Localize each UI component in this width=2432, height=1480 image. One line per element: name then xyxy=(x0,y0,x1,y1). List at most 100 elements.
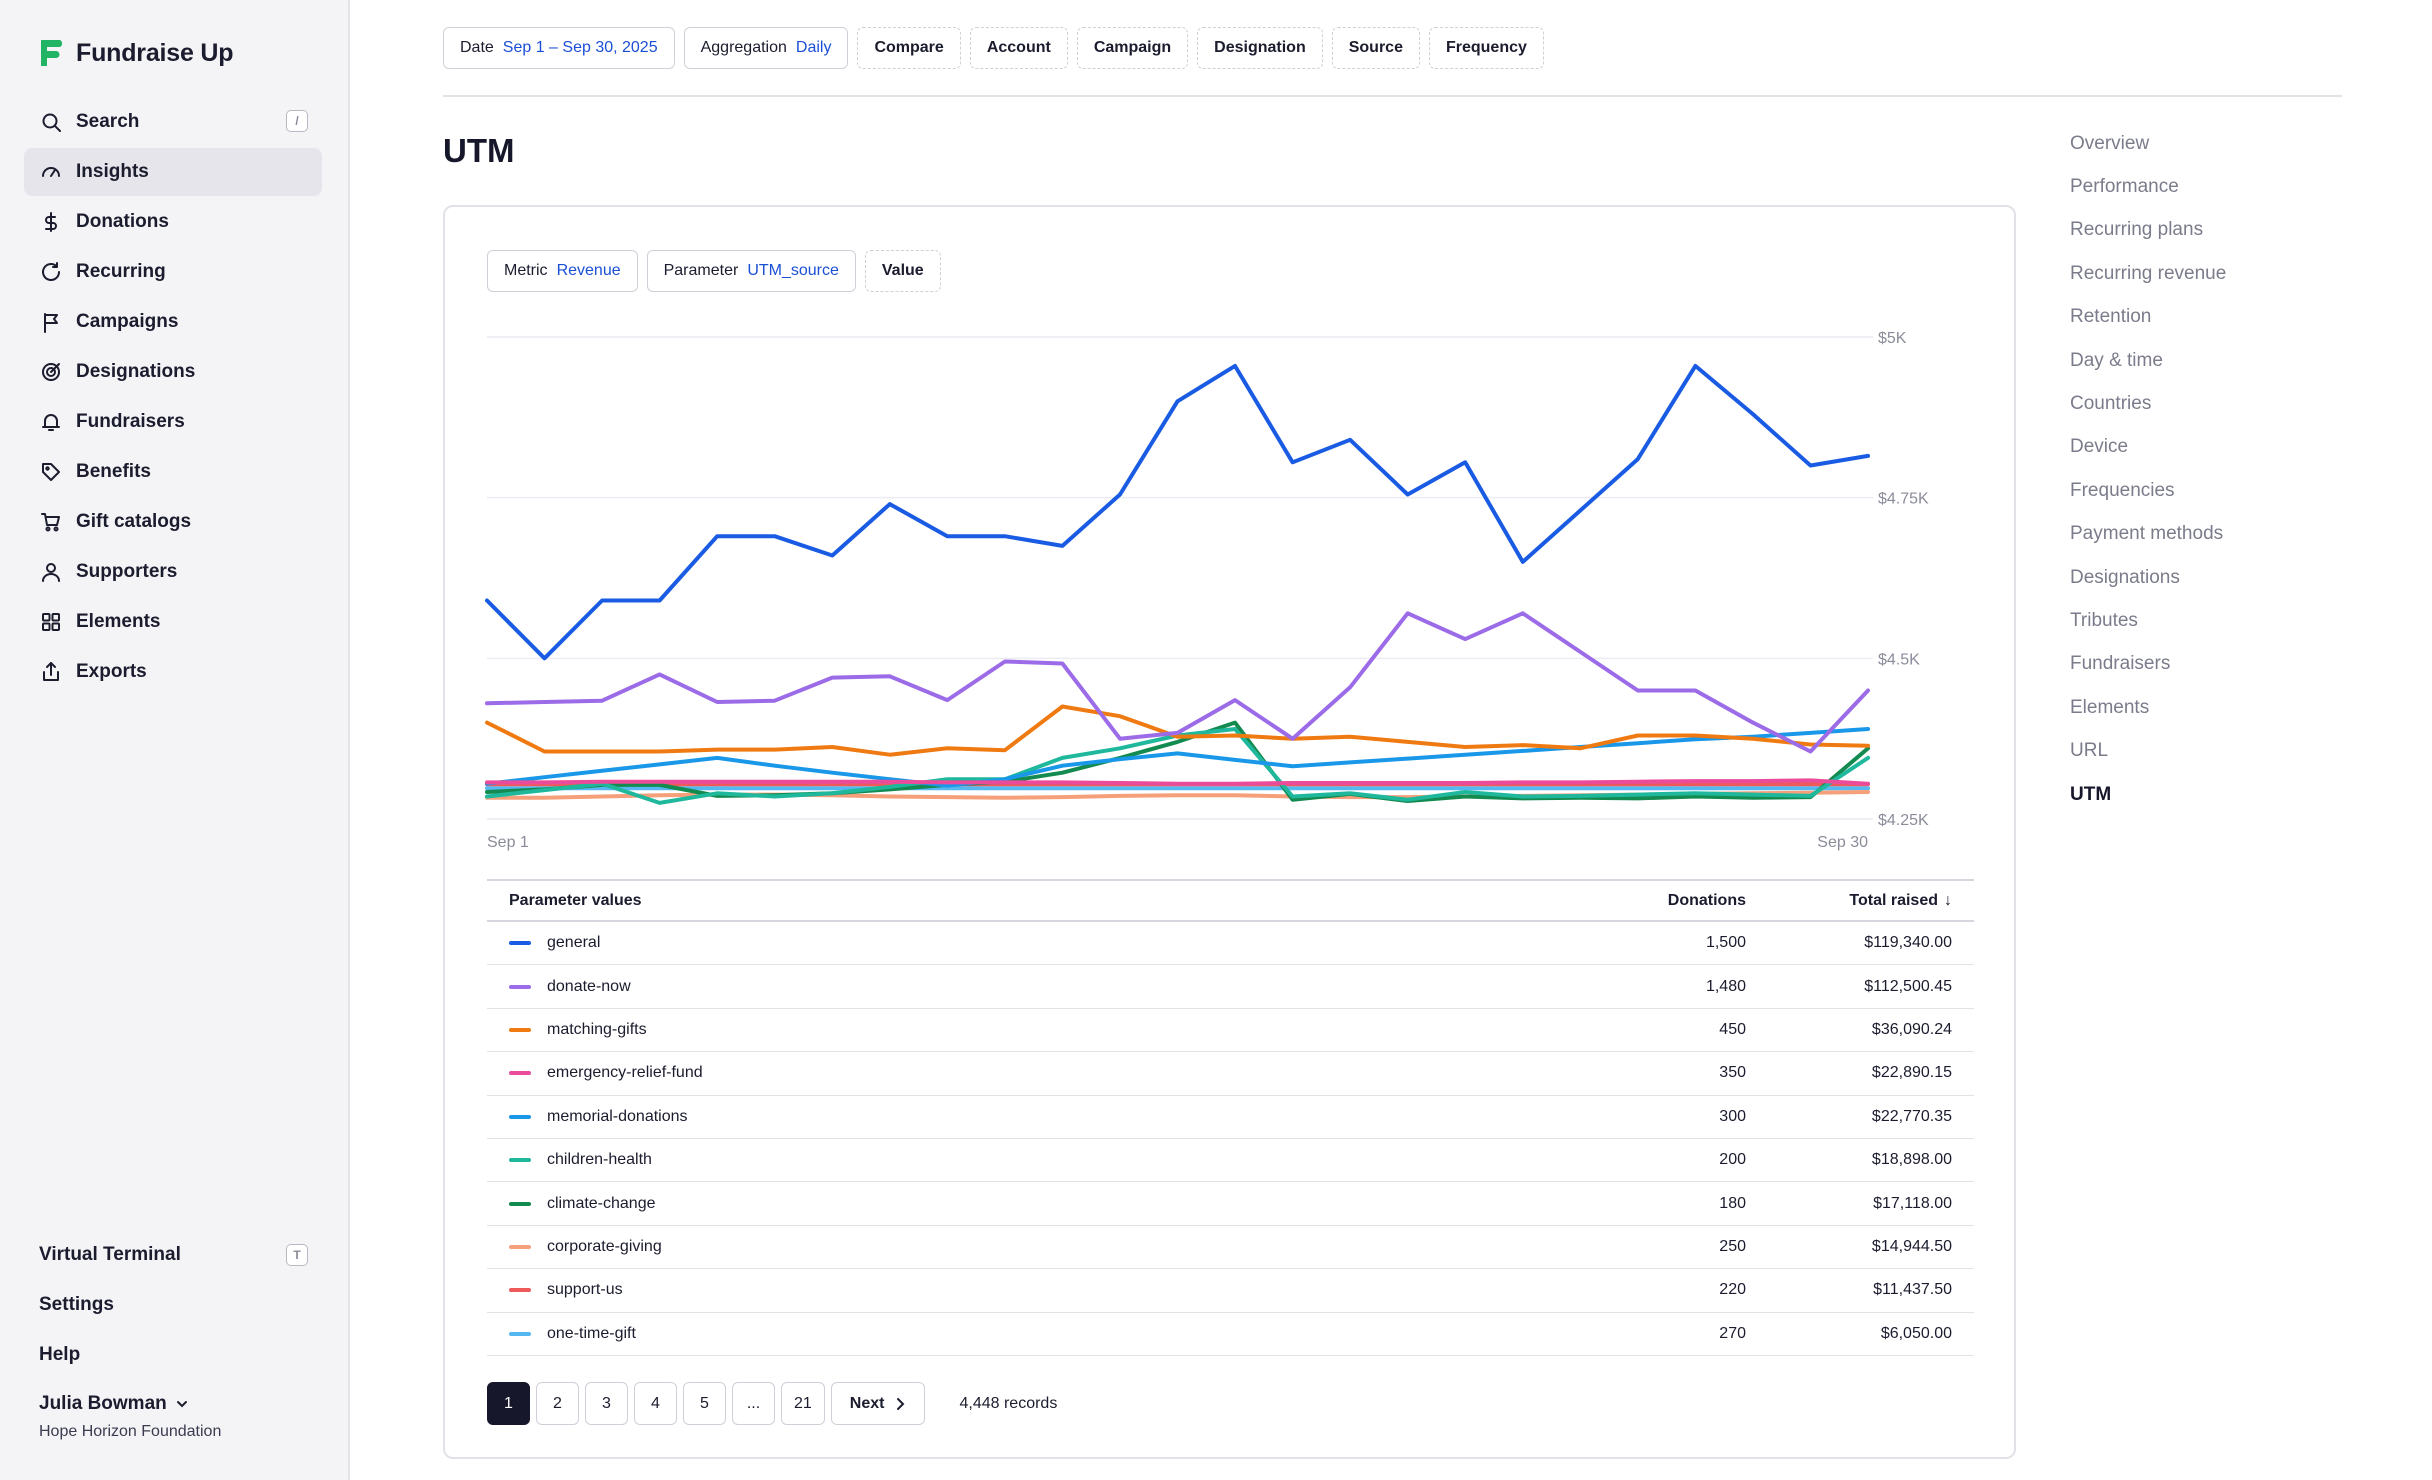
series-line-matching-gifts[interactable] xyxy=(485,704,1870,757)
page-button[interactable]: 5 xyxy=(683,1382,726,1425)
page-button[interactable]: 1 xyxy=(487,1382,530,1425)
sidebar-item-label: Benefits xyxy=(76,461,151,482)
cell-donations: 1,500 xyxy=(1705,934,1746,952)
date-filter[interactable]: Date Sep 1 – Sep 30, 2025 xyxy=(443,27,675,69)
parameter-value: corporate-giving xyxy=(547,1237,662,1255)
table-row[interactable]: general 1,500 $119,340.00 xyxy=(487,922,1974,966)
sidebar-item-benefits[interactable]: Benefits xyxy=(24,448,322,496)
sidebar-item-designations[interactable]: Designations xyxy=(24,348,322,396)
toc-link-frequencies[interactable]: Frequencies xyxy=(2070,479,2175,501)
sidebar-item-virtual-terminal[interactable]: Virtual Terminal T xyxy=(24,1230,322,1280)
table-row[interactable]: memorial-donations 300 $22,770.35 xyxy=(487,1096,1974,1139)
toc-link-performance[interactable]: Performance xyxy=(2070,176,2179,198)
series-line-general[interactable] xyxy=(485,363,1870,661)
parameter-value: children-health xyxy=(547,1151,652,1169)
toc-link-payment-methods[interactable]: Payment methods xyxy=(2070,523,2224,545)
search-icon xyxy=(40,111,62,133)
filter-value: Daily xyxy=(795,39,832,56)
cell-total-raised: $22,770.35 xyxy=(1871,1107,1952,1125)
brand-logo[interactable]: Fundraise Up xyxy=(38,36,234,70)
toc-link-tributes[interactable]: Tributes xyxy=(2070,609,2138,631)
toc-link-utm[interactable]: UTM xyxy=(2070,783,2112,805)
column-header-label: Total raised xyxy=(1849,891,1938,909)
parameter-value: matching-gifts xyxy=(547,1020,647,1038)
cell-total-raised: $119,340.00 xyxy=(1864,934,1952,952)
series-color-swatch xyxy=(509,1331,531,1336)
sidebar-item-help[interactable]: Help xyxy=(24,1330,322,1380)
table-row[interactable]: support-us 220 $11,437.50 xyxy=(487,1269,1974,1313)
aggregation-filter[interactable]: Aggregation Daily xyxy=(683,27,849,69)
designation-filter[interactable]: Designation xyxy=(1197,27,1323,69)
sidebar-item-exports[interactable]: Exports xyxy=(24,648,322,696)
toc-link-elements[interactable]: Elements xyxy=(2070,696,2150,718)
sidebar-item-supporters[interactable]: Supporters xyxy=(24,548,322,596)
pagination: 1 2 3 4 5... 21 Next 4,448 records xyxy=(487,1382,1057,1425)
parameter-selector[interactable]: Parameter UTM_source xyxy=(646,250,856,292)
toc-link-recurring-plans[interactable]: Recurring plans xyxy=(2070,219,2204,241)
x-tick-label: Sep 30 xyxy=(1817,834,1868,851)
section-nav: Overview Performance Recurring plans Recurr… xyxy=(2070,122,2226,816)
table-body: general 1,500 $119,340.00 donate-now 1,480 $1… xyxy=(487,922,1974,1356)
cart-icon xyxy=(40,511,62,533)
person-icon xyxy=(40,561,62,583)
sidebar-item-donations[interactable]: Donations xyxy=(24,198,322,246)
series-line-emergency-relief-fund[interactable] xyxy=(485,778,1870,786)
toc-link-day-time[interactable]: Day & time xyxy=(2070,349,2163,371)
table-row[interactable]: children-health 200 $18,898.00 xyxy=(487,1139,1974,1183)
value-filter[interactable]: Value xyxy=(864,250,941,292)
parameter-value: support-us xyxy=(547,1281,623,1299)
series-line-climate-change[interactable] xyxy=(485,720,1870,803)
refresh-icon xyxy=(40,261,62,283)
metric-selector[interactable]: Metric Revenue xyxy=(487,250,638,292)
table-row[interactable]: matching-gifts 450 $36,090.24 xyxy=(487,1009,1974,1053)
account-filter[interactable]: Account xyxy=(969,27,1068,69)
frequency-filter[interactable]: Frequency xyxy=(1428,27,1544,69)
table-row[interactable]: one-time-gift 270 $6,050.00 xyxy=(487,1313,1974,1356)
y-tick-label: $4.5K xyxy=(1878,651,1920,668)
sidebar-item-recurring[interactable]: Recurring xyxy=(24,248,322,296)
campaign-filter[interactable]: Campaign xyxy=(1076,27,1189,69)
column-header-total[interactable]: Total raised ↓ xyxy=(1764,892,1974,910)
series-color-swatch xyxy=(509,941,531,946)
cell-donations: 250 xyxy=(1719,1237,1746,1255)
pagination-ellipsis[interactable]: ... xyxy=(732,1382,775,1425)
cell-total-raised: $17,118.00 xyxy=(1873,1194,1952,1212)
sidebar-item-campaigns[interactable]: Campaigns xyxy=(24,298,322,346)
series-line-memorial-donations[interactable] xyxy=(485,727,1870,788)
toc-link-designations[interactable]: Designations xyxy=(2070,566,2180,588)
compare-filter[interactable]: Compare xyxy=(857,27,961,69)
table-row[interactable]: climate-change 180 $17,118.00 xyxy=(487,1182,1974,1226)
column-header-parameter[interactable]: Parameter values xyxy=(509,891,642,909)
sidebar-item-fundraisers[interactable]: Fundraisers xyxy=(24,398,322,446)
sidebar-item-search[interactable]: Search / xyxy=(24,98,322,146)
sidebar-item-elements[interactable]: Elements xyxy=(24,598,322,646)
next-page-button[interactable]: Next xyxy=(830,1382,926,1425)
source-filter[interactable]: Source xyxy=(1331,27,1420,69)
table-row[interactable]: donate-now 1,480 $112,500.45 xyxy=(487,965,1974,1009)
column-header-donations[interactable]: Donations xyxy=(1667,891,1746,909)
series-line-donate-now[interactable] xyxy=(485,611,1870,754)
table-row[interactable]: corporate-giving 250 $14,944.50 xyxy=(487,1226,1974,1270)
sort-down-icon: ↓ xyxy=(1944,891,1952,909)
sidebar-item-label: Insights xyxy=(76,161,149,182)
page-button[interactable]: 3 xyxy=(585,1382,628,1425)
user-menu[interactable]: Julia Bowman Hope Horizon Foundation xyxy=(39,1393,221,1441)
toc-link-url[interactable]: URL xyxy=(2070,740,2109,762)
table-row[interactable]: emergency-relief-fund 350 $22,890.15 xyxy=(487,1052,1974,1096)
sidebar-nav: Search / Insights Donations Recurring Campaig… xyxy=(24,98,322,698)
cell-parameter: general xyxy=(487,934,1564,952)
toc-link-device[interactable]: Device xyxy=(2070,436,2129,458)
sidebar-item-settings[interactable]: Settings xyxy=(24,1280,322,1330)
toc-link-fundraisers[interactable]: Fundraisers xyxy=(2070,653,2171,675)
toc-link-recurring-revenue[interactable]: Recurring revenue xyxy=(2070,262,2227,284)
sidebar-item-insights[interactable]: Insights xyxy=(24,148,322,196)
page-button[interactable]: 4 xyxy=(634,1382,677,1425)
toc-link-overview[interactable]: Overview xyxy=(2070,132,2150,154)
page-button[interactable]: 21 xyxy=(781,1382,825,1425)
sidebar-item-label: Fundraisers xyxy=(76,411,185,432)
page-button[interactable]: 2 xyxy=(536,1382,579,1425)
toc-link-retention[interactable]: Retention xyxy=(2070,306,2152,328)
sidebar-item-gift-catalogs[interactable]: Gift catalogs xyxy=(24,498,322,546)
toc-link-countries[interactable]: Countries xyxy=(2070,393,2152,415)
sidebar-item-label: Supporters xyxy=(76,561,178,582)
